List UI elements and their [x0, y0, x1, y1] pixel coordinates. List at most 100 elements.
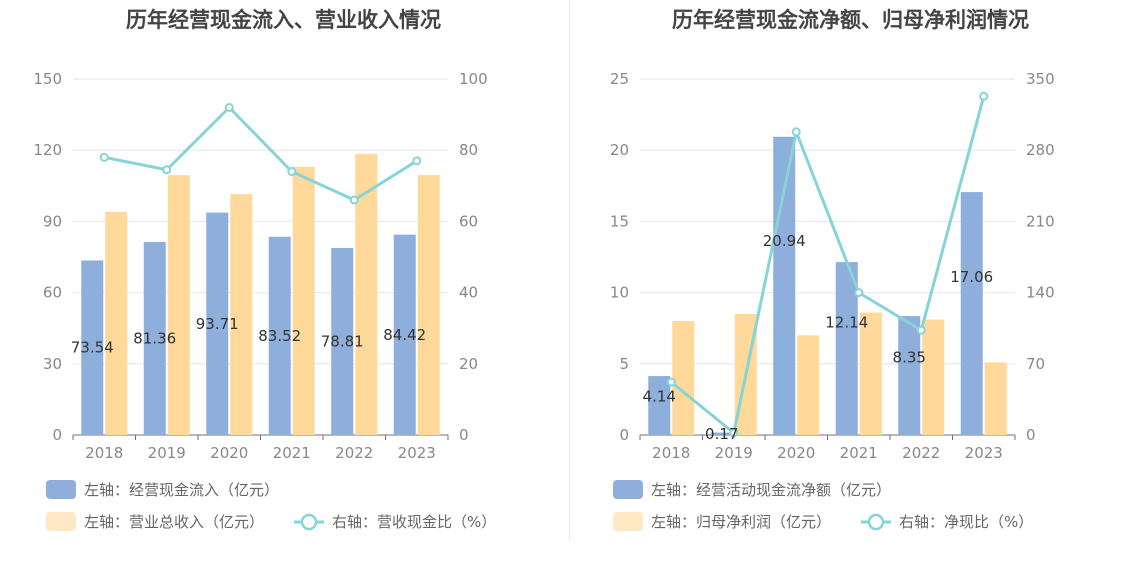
chart-canvas: 0 30 60 90 120 150 0 20 40 60 80 100 2018 2019 2020 202…: [33, 70, 496, 531]
x-tick-label: 2018: [85, 444, 123, 462]
bar-net-cash-flow: [898, 316, 921, 435]
legend-label: 左轴：经营活动现金流净额（亿元）: [651, 481, 891, 499]
data-label: 78.81: [321, 332, 364, 350]
legend-swatch-bar: [46, 480, 76, 499]
y-left-tick-label: 60: [43, 284, 62, 302]
y-left-tick-label: 0: [52, 426, 62, 444]
bar-net-profit: [922, 319, 945, 435]
data-label: 0.17: [705, 425, 738, 443]
bar-revenue: [167, 175, 190, 435]
y-right-tick-label: 80: [459, 141, 478, 159]
y-right-tick-label: 210: [1026, 212, 1055, 230]
data-label: 81.36: [133, 329, 176, 347]
y-left-tick-label: 20: [610, 141, 629, 159]
bar-cash-inflow: [206, 212, 229, 435]
data-label: 4.14: [643, 388, 676, 406]
legend-label: 左轴：营业总收入（亿元）: [84, 513, 264, 531]
data-label: 83.52: [258, 327, 301, 345]
x-tick-label: 2020: [777, 444, 815, 462]
line-point: [729, 428, 739, 438]
bar-net-cash-flow: [960, 192, 983, 435]
y-left-tick-label: 150: [33, 70, 62, 88]
line-point: [287, 167, 297, 177]
y-right-tick-label: 350: [1026, 70, 1055, 88]
x-tick-label: 2022: [335, 444, 373, 462]
data-label: 8.35: [893, 349, 926, 367]
data-label: 17.06: [950, 268, 993, 286]
data-label: 93.71: [196, 315, 239, 333]
data-label: 84.42: [383, 326, 426, 344]
panel-divider: [569, 0, 570, 540]
data-label: 20.94: [763, 232, 806, 250]
x-tick-label: 2019: [715, 444, 753, 462]
line-point: [412, 156, 422, 166]
bar-revenue: [292, 166, 315, 435]
bar-net-profit: [672, 321, 695, 435]
chart-canvas: 0 5 10 15 20 25 0 70 140 210 280 350 2018 2019 2020 202…: [610, 70, 1055, 531]
x-tick-label: 2019: [148, 444, 186, 462]
y-left-tick-label: 120: [33, 141, 62, 159]
bar-cash-inflow: [393, 234, 416, 435]
x-tick-label: 2018: [652, 444, 690, 462]
y-left-tick-label: 15: [610, 212, 629, 230]
line-point: [162, 165, 172, 175]
bar-cash-inflow: [268, 236, 291, 435]
x-tick-label: 2021: [840, 444, 878, 462]
legend-label: 右轴：营收现金比（%）: [332, 513, 496, 531]
bar-cash-inflow: [331, 247, 354, 435]
bar-net-profit: [797, 335, 820, 435]
y-right-tick-label: 0: [1026, 426, 1036, 444]
y-left-tick-label: 25: [610, 70, 629, 88]
x-tick-label: 2022: [902, 444, 940, 462]
y-right-tick-label: 70: [1026, 355, 1045, 373]
bar-net-profit: [984, 362, 1007, 435]
bar-revenue: [417, 175, 440, 435]
y-right-tick-label: 100: [459, 70, 488, 88]
line-point: [916, 325, 926, 335]
y-left-tick-label: 0: [619, 426, 629, 444]
chart-title: 历年经营现金流净额、归母净利润情况: [672, 8, 1029, 32]
chart-panel-net-cash-profit: 历年经营现金流净额、归母净利润情况 0 5 10 15 20 25 0 70 140 210 280…: [567, 0, 1134, 582]
line-series-ratio: [670, 95, 986, 436]
legend-swatch-point: [867, 513, 885, 531]
data-label: 73.54: [71, 339, 114, 357]
line-point: [224, 102, 234, 112]
legend-swatch-point: [300, 513, 318, 531]
bar-net-cash-flow: [710, 432, 733, 435]
y-right-tick-label: 0: [459, 426, 469, 444]
legend-swatch-bar: [613, 512, 643, 531]
x-tick-label: 2021: [273, 444, 311, 462]
line-point: [349, 195, 359, 205]
bar-cash-inflow: [81, 260, 104, 435]
y-left-tick-label: 90: [43, 212, 62, 230]
x-tick-label: 2020: [210, 444, 248, 462]
bar-revenue: [105, 211, 128, 435]
x-tick-label: 2023: [965, 444, 1003, 462]
y-right-tick-label: 140: [1026, 284, 1055, 302]
legend-label: 左轴：经营现金流入（亿元）: [84, 481, 279, 499]
legend-label: 右轴：净现比（%）: [899, 513, 1033, 531]
legend-swatch-bar: [613, 480, 643, 499]
bar-net-profit: [859, 312, 882, 435]
chart-panel-cash-inflow-revenue: 历年经营现金流入、营业收入情况 0 30 60 90 120 150 0 20 40 60 80 10…: [33, 8, 496, 531]
line-series-ratio: [103, 105, 418, 202]
chart-title: 历年经营现金流入、营业收入情况: [126, 8, 441, 32]
data-label: 12.14: [825, 314, 868, 332]
bar-net-cash-flow: [648, 376, 671, 435]
bar-cash-inflow: [143, 241, 166, 435]
bar-net-cash-flow: [835, 262, 858, 435]
line-point: [666, 377, 676, 387]
y-left-tick-label: 10: [610, 284, 629, 302]
y-right-tick-label: 60: [459, 212, 478, 230]
y-right-tick-label: 20: [459, 355, 478, 373]
line-point: [99, 152, 109, 162]
legend-label: 左轴：归母净利润（亿元）: [651, 513, 831, 531]
legend-swatch-bar: [46, 512, 76, 531]
y-left-tick-label: 5: [619, 355, 629, 373]
line-point: [854, 288, 864, 298]
bar-net-cash-flow: [773, 136, 796, 436]
y-right-tick-label: 40: [459, 284, 478, 302]
line-point: [791, 127, 801, 137]
bar-revenue: [230, 194, 253, 435]
line-point: [979, 91, 989, 101]
